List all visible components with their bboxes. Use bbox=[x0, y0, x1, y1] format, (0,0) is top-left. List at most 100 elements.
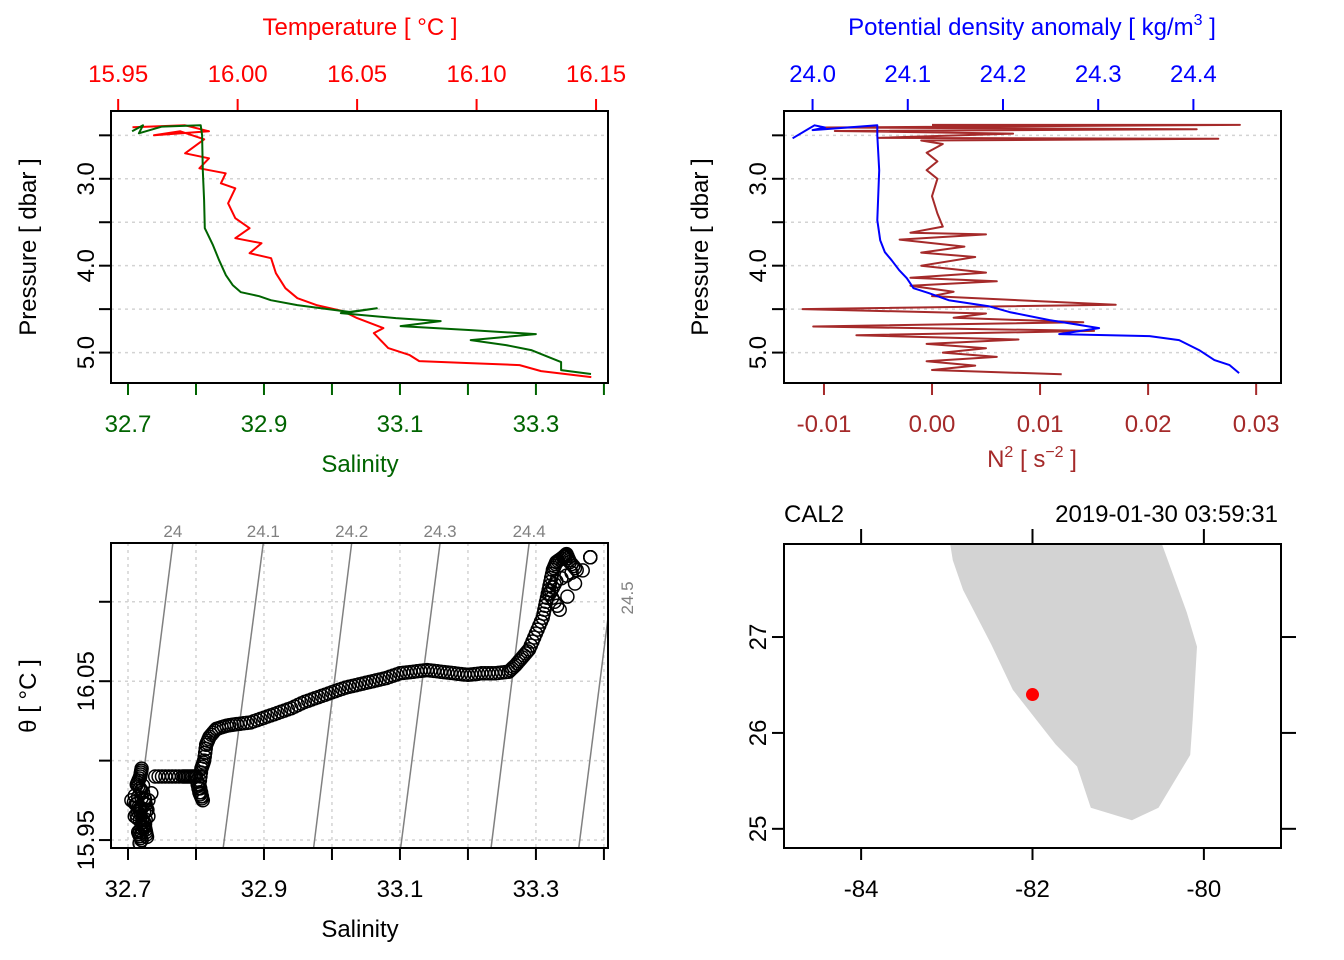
isopycnal-label: 24.4 bbox=[513, 522, 546, 541]
ts-point bbox=[560, 589, 575, 604]
plot-frame bbox=[110, 542, 609, 849]
x-axis-title-sup: 2 bbox=[1004, 444, 1013, 461]
top-axis-title: Temperature [ °C ] bbox=[263, 14, 458, 41]
station-timestamp: 2019-01-30 03:59:31 bbox=[1055, 501, 1278, 528]
ts-point bbox=[567, 576, 583, 591]
top-tick-label: 15.95 bbox=[88, 61, 148, 88]
x-tick-label: 33.3 bbox=[513, 411, 560, 438]
plot-frame bbox=[783, 110, 1282, 384]
ts-point bbox=[140, 802, 155, 818]
top-tick-label: 16.00 bbox=[208, 61, 268, 88]
x-axis-title-end: ] bbox=[1064, 446, 1077, 473]
density-line bbox=[792, 124, 1240, 374]
plot-area bbox=[950, 544, 1197, 821]
y-axis-title: θ [ °C ] bbox=[15, 659, 42, 733]
x-axis-title-main: N bbox=[987, 446, 1004, 473]
isopycnal-label: 24.1 bbox=[247, 522, 280, 541]
x-tick-label: 32.7 bbox=[105, 411, 152, 438]
ts-point bbox=[144, 785, 159, 801]
plot-area bbox=[111, 543, 608, 848]
ts-point bbox=[542, 586, 557, 602]
x-tick-label: 32.9 bbox=[241, 411, 288, 438]
ts-point bbox=[552, 602, 567, 617]
plot-frame bbox=[783, 543, 1282, 849]
station-marker bbox=[1026, 688, 1039, 702]
y-tick-label: 25 bbox=[745, 815, 772, 842]
station-name: CAL2 bbox=[784, 501, 844, 528]
isopycnal-line bbox=[490, 543, 530, 848]
x-axis-title: Salinity bbox=[321, 916, 398, 943]
x-tick-label: 32.9 bbox=[241, 876, 288, 903]
axis-ticks: -0.01 0.00 0.01 0.02 0.03 3.0 4.0 5.0 24.0 24.1 24… bbox=[745, 61, 1280, 438]
top-axis-title-end: ] bbox=[1203, 14, 1216, 41]
ts-point bbox=[544, 590, 560, 606]
x-tick-label: 0.03 bbox=[1233, 411, 1280, 438]
top-tick-label: 16.15 bbox=[566, 61, 626, 88]
top-axis-title-main: Potential density anomaly [ kg/m bbox=[848, 14, 1194, 41]
x-tick-label: 0.00 bbox=[909, 411, 956, 438]
ts-point bbox=[566, 558, 581, 574]
x-tick-label: -84 bbox=[844, 876, 879, 903]
panel-temperature-salinity-profile: Temperature [ °C ] Salinity Pressure [ d… bbox=[15, 14, 626, 478]
salinity-line bbox=[131, 124, 592, 375]
panel-station-map: CAL2 2019-01-30 03:59:31 -84 -82 -80 25 26 27 bbox=[745, 501, 1296, 903]
top-tick-label: 24.2 bbox=[980, 61, 1027, 88]
ts-point bbox=[583, 550, 598, 565]
x-tick-label: 0.02 bbox=[1125, 411, 1172, 438]
top-axis-title-sup: 3 bbox=[1194, 12, 1203, 29]
top-tick-label: 24.0 bbox=[789, 61, 836, 88]
x-tick-label: 0.01 bbox=[1017, 411, 1064, 438]
y-tick-label: 15.95 bbox=[73, 810, 100, 870]
x-axis-title: Salinity bbox=[321, 451, 398, 478]
isopycnal-line bbox=[399, 543, 441, 848]
ts-point bbox=[134, 761, 149, 776]
ts-point bbox=[138, 803, 154, 819]
plot-area bbox=[111, 124, 608, 379]
y-tick-label: 3.0 bbox=[745, 162, 772, 195]
top-tick-label: 24.4 bbox=[1170, 61, 1217, 88]
y-axis-title: Pressure [ dbar ] bbox=[687, 158, 714, 335]
ts-point bbox=[134, 825, 150, 840]
axis-ticks: 32.7 32.9 33.1 33.3 3.0 4.0 5.0 15.95 16.00 16.05… bbox=[73, 61, 626, 438]
isopycnal-label: 24.3 bbox=[424, 522, 457, 541]
top-axis-title: Potential density anomaly [ kg/m3 ] bbox=[848, 12, 1216, 41]
y-tick-label: 5.0 bbox=[73, 336, 100, 369]
isopycnal-line bbox=[312, 543, 353, 848]
x-tick-label: 32.7 bbox=[105, 876, 152, 903]
x-tick-label: 33.3 bbox=[513, 876, 560, 903]
isopycnal-label: 24.2 bbox=[335, 522, 368, 541]
panel-ts-diagram: Salinity θ [ °C ] 32.7 32.9 33.1 33.3 15.95 1… bbox=[15, 522, 637, 943]
x-tick-label: -0.01 bbox=[797, 411, 852, 438]
y-tick-label: 16.05 bbox=[73, 651, 100, 711]
ts-point bbox=[132, 835, 147, 848]
ts-point bbox=[543, 583, 559, 598]
top-tick-label: 24.1 bbox=[884, 61, 931, 88]
y-tick-label: 4.0 bbox=[73, 249, 100, 282]
x-axis-title-mid: [ s bbox=[1013, 446, 1045, 473]
top-tick-label: 16.05 bbox=[327, 61, 387, 88]
temperature-line bbox=[132, 124, 592, 379]
y-tick-label: 4.0 bbox=[745, 249, 772, 282]
isopycnal-label: 24.5 bbox=[618, 581, 637, 614]
ts-point bbox=[549, 598, 565, 613]
axis-ticks: 32.7 32.9 33.1 33.3 15.95 16.05 24 24.1 24.2 24.3… bbox=[73, 522, 637, 903]
ts-point bbox=[518, 646, 533, 661]
x-axis-title-sup2: −2 bbox=[1045, 444, 1063, 461]
land-polygon bbox=[950, 544, 1197, 821]
top-tick-label: 24.3 bbox=[1075, 61, 1122, 88]
isopycnal-line bbox=[578, 611, 608, 848]
n2-line bbox=[801, 123, 1241, 376]
isopycnal-label: 24 bbox=[163, 522, 182, 541]
x-tick-label: 33.1 bbox=[377, 876, 424, 903]
top-tick-label: 16.10 bbox=[447, 61, 507, 88]
plot-frame bbox=[110, 110, 609, 384]
ts-point bbox=[141, 793, 156, 808]
x-tick-label: 33.1 bbox=[377, 411, 424, 438]
y-tick-label: 27 bbox=[745, 624, 772, 651]
y-tick-label: 5.0 bbox=[745, 336, 772, 369]
x-tick-label: -80 bbox=[1187, 876, 1222, 903]
y-tick-label: 26 bbox=[745, 720, 772, 747]
x-tick-label: -82 bbox=[1015, 876, 1050, 903]
y-tick-label: 3.0 bbox=[73, 162, 100, 195]
